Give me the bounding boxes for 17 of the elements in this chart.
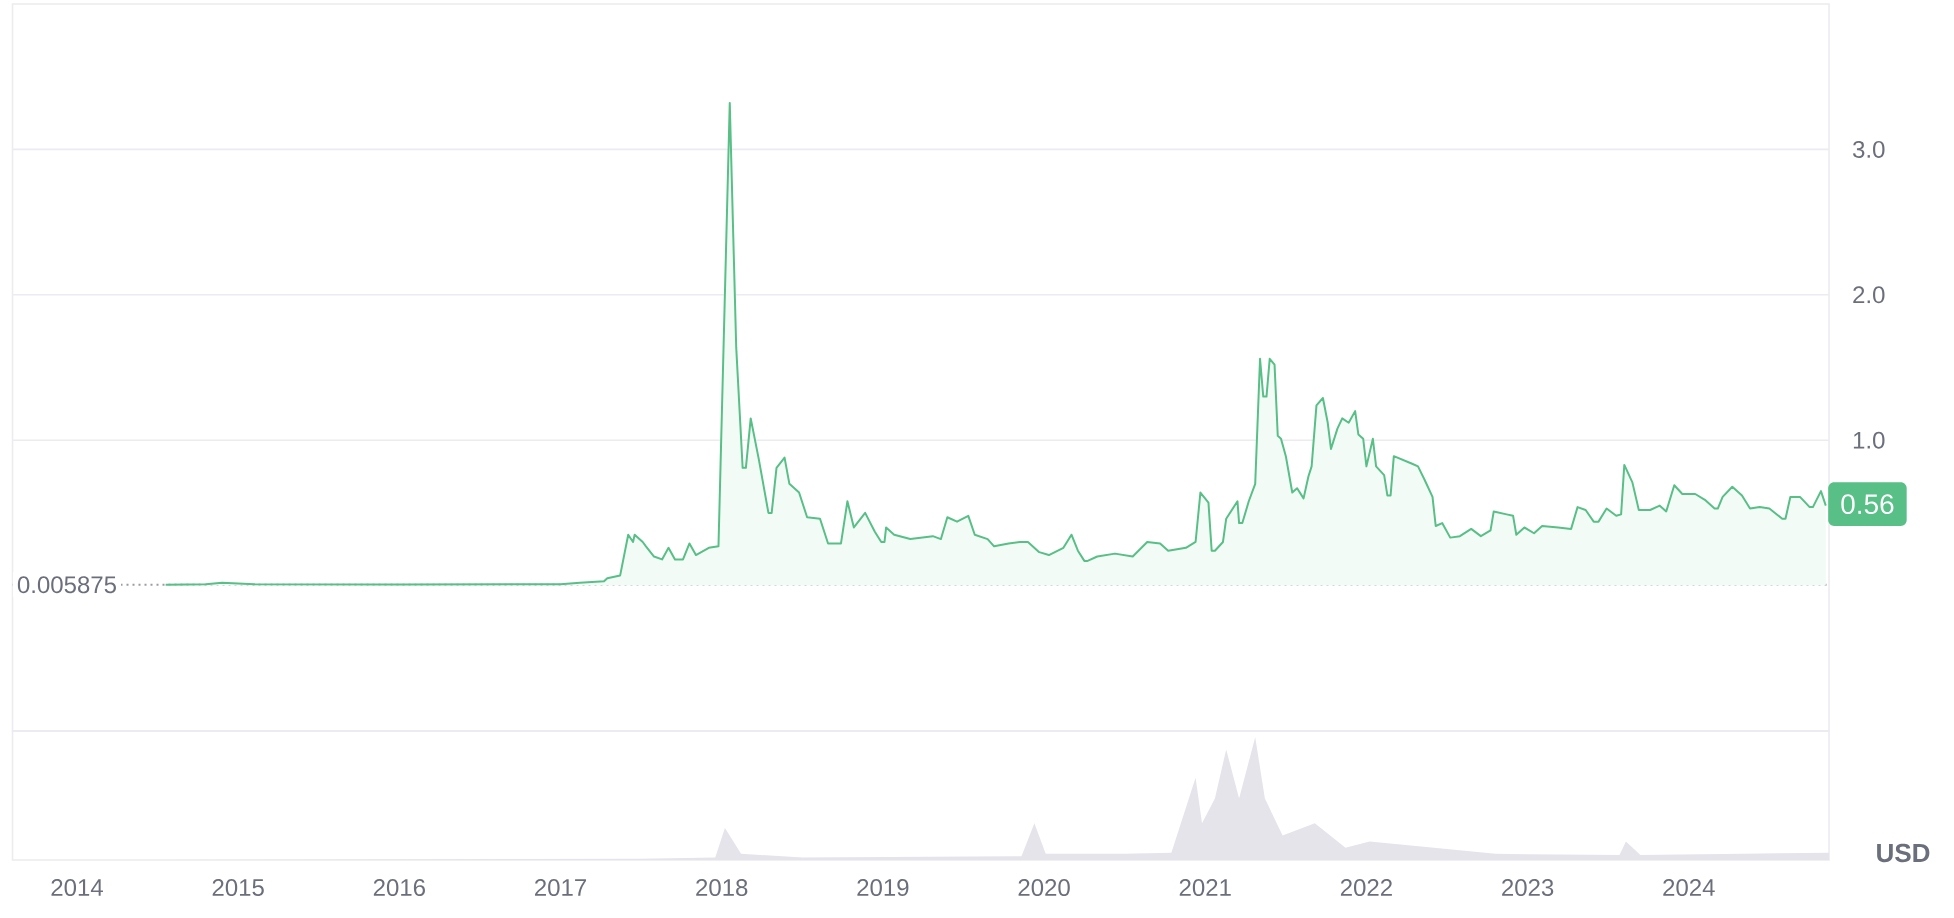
x-tick-label: 2016 (373, 879, 425, 897)
x-tick-label: 2014 (51, 879, 103, 897)
x-tick-label: 2024 (1663, 879, 1715, 897)
x-tick-label: 2018 (696, 879, 748, 897)
x-tick-label: 2015 (212, 879, 264, 897)
x-tick-label: 2017 (535, 879, 586, 897)
x-tick-label: 2022 (1340, 879, 1392, 897)
x-tick-label: 2021 (1179, 879, 1231, 897)
y-axis-title: USD (1877, 843, 1930, 863)
x-tick-label: 2019 (857, 879, 909, 897)
ref-line-label: 0.005875 (17, 576, 116, 594)
x-tick-label: 2023 (1502, 879, 1554, 897)
y-tick-label: 2.0 (1853, 286, 1885, 304)
x-tick-label: 2020 (1018, 879, 1070, 897)
annotation: 0.56 (1841, 494, 1894, 515)
y-tick-label: 1.0 (1853, 431, 1885, 449)
y-tick-label: 3.0 (1852, 140, 1885, 158)
